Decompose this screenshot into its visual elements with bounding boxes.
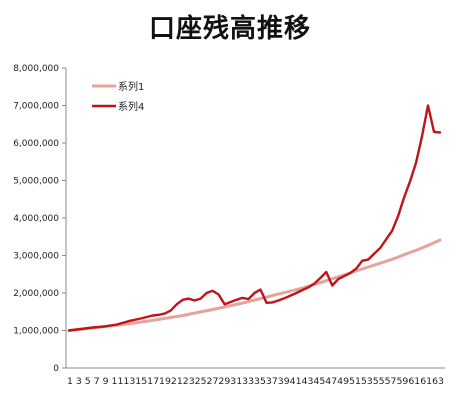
y-tick-label: 3,000,000	[13, 252, 59, 262]
chart-title: 口座残高推移	[148, 14, 311, 44]
y-axis: 0 1,000,000 2,000,000 3,000,000 4,000,000 5,0…	[13, 64, 67, 374]
x-tick-labels: 1 3 5 7 9 111315171921232527293133353739…	[67, 377, 444, 387]
series-line-1	[67, 238, 442, 332]
y-tick-label: 0	[53, 364, 59, 374]
y-tick-label: 2,000,000	[13, 289, 59, 299]
legend-label-1: 系列1	[118, 80, 144, 93]
y-tick-label: 5,000,000	[13, 177, 59, 187]
y-tick-label: 1,000,000	[13, 327, 59, 337]
y-tick-label: 8,000,000	[13, 64, 59, 74]
x-axis: 1 3 5 7 9 111315171921232527293133353739…	[66, 367, 445, 387]
y-tick-label: 4,000,000	[13, 214, 59, 224]
series-line-2	[67, 104, 442, 332]
y-tick-label: 6,000,000	[13, 139, 59, 149]
legend-label-2: 系列4	[118, 100, 144, 113]
y-tick-label: 7,000,000	[13, 102, 59, 112]
series-layer	[67, 104, 442, 332]
legend: 系列1 系列4	[92, 80, 144, 113]
